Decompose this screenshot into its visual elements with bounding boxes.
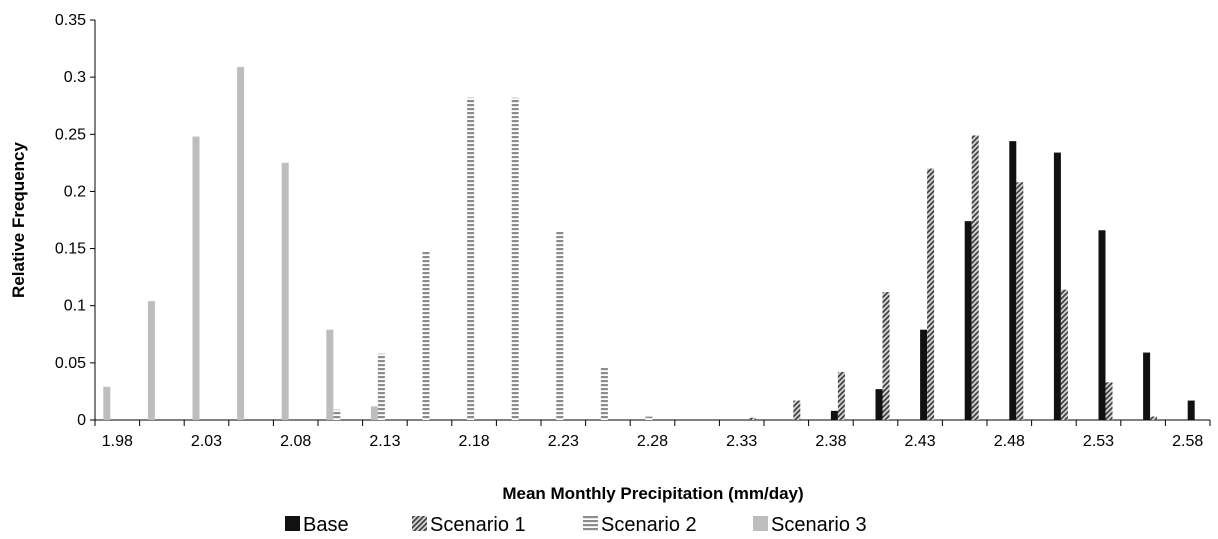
- bar-scenario-2: [422, 250, 430, 420]
- bar-base: [1098, 230, 1106, 420]
- bar-scenario-3: [103, 386, 111, 420]
- bar-base: [875, 389, 883, 420]
- bar-base: [1187, 400, 1195, 420]
- x-tick-label: 2.03: [191, 433, 222, 450]
- x-axis-ticks: 1.98 2.03 2.08 2.13 2.18 2.23 2.28 2.33 2.38 2.43…: [94, 420, 1211, 450]
- bar-scenario-3: [147, 301, 155, 420]
- x-tick-label: 2.48: [994, 433, 1025, 450]
- bar-scenario-1: [1060, 289, 1068, 420]
- bar-base: [1053, 152, 1061, 421]
- bar-scenario-1: [1105, 382, 1113, 420]
- bar-base: [830, 410, 838, 420]
- bar-scenario-1: [837, 372, 845, 420]
- y-tick-label: 0.35: [55, 12, 86, 29]
- bar-scenario-2: [645, 416, 653, 420]
- bar-scenario-1: [793, 400, 801, 420]
- legend-label: Scenario 3: [771, 514, 867, 536]
- legend-swatch-scenario-3: [753, 516, 768, 531]
- bar-base: [920, 329, 928, 420]
- legend-swatch-scenario-2: [583, 516, 598, 531]
- bar-scenario-1: [927, 168, 935, 420]
- y-axis-title: Relative Frequency: [9, 142, 28, 298]
- x-axis-title: Mean Monthly Precipitation (mm/day): [502, 484, 803, 503]
- bar-scenario-2: [511, 97, 519, 420]
- bar-scenario-3: [370, 406, 378, 420]
- bar-base: [964, 221, 972, 420]
- legend: Base Scenario 1 Scenario 2 Scenario 3: [285, 514, 867, 536]
- bar-scenario-2: [467, 97, 475, 420]
- bar-scenario-1: [1016, 182, 1024, 420]
- x-tick-label: 2.53: [1083, 433, 1114, 450]
- x-tick-label: 2.18: [459, 433, 490, 450]
- x-tick-label: 2.08: [280, 433, 311, 450]
- x-tick-label: 2.38: [815, 433, 846, 450]
- bar-scenario-2: [556, 231, 564, 420]
- x-tick-label: 2.43: [905, 433, 936, 450]
- bar-scenario-2: [600, 367, 608, 420]
- bar-scenario-1: [971, 135, 979, 420]
- bar-scenario-1: [882, 292, 890, 420]
- x-tick-label: 2.13: [369, 433, 400, 450]
- legend-label: Base: [303, 514, 349, 536]
- bar-scenario-3: [192, 136, 200, 421]
- bars: [103, 66, 1195, 421]
- bar-scenario-2: [333, 409, 341, 420]
- legend-swatch-scenario-1: [412, 516, 427, 531]
- legend-label: Scenario 1: [430, 514, 526, 536]
- bar-scenario-2: [377, 353, 385, 420]
- bar-scenario-1: [748, 417, 756, 420]
- x-tick-label: 2.28: [637, 433, 668, 450]
- bar-scenario-3: [237, 66, 245, 420]
- x-tick-label: 1.98: [102, 433, 133, 450]
- y-tick-label: 0.1: [64, 298, 86, 315]
- legend-swatch-base: [285, 516, 300, 531]
- y-tick-label: 0.05: [55, 355, 86, 372]
- bar-scenario-1: [1150, 416, 1158, 420]
- y-tick-label: 0: [77, 412, 86, 429]
- y-tick-label: 0.2: [64, 183, 86, 200]
- bar-base: [1009, 141, 1017, 420]
- y-tick-label: 0.15: [55, 241, 86, 258]
- x-tick-label: 2.23: [548, 433, 579, 450]
- y-axis-ticks: 0 0.05 0.1 0.15 0.2 0.25 0.3 0.35: [55, 12, 95, 429]
- bar-scenario-3: [281, 162, 289, 420]
- plot-area: 0 0.05 0.1 0.15 0.2 0.25 0.3 0.35 1.98 2.03 2.08 2…: [55, 12, 1211, 450]
- legend-label: Scenario 2: [601, 514, 697, 536]
- x-tick-label: 2.58: [1172, 433, 1203, 450]
- bar-base: [1143, 352, 1151, 420]
- y-tick-label: 0.25: [55, 126, 86, 143]
- y-tick-label: 0.3: [64, 69, 86, 86]
- bar-scenario-3: [326, 329, 334, 420]
- x-tick-label: 2.33: [726, 433, 757, 450]
